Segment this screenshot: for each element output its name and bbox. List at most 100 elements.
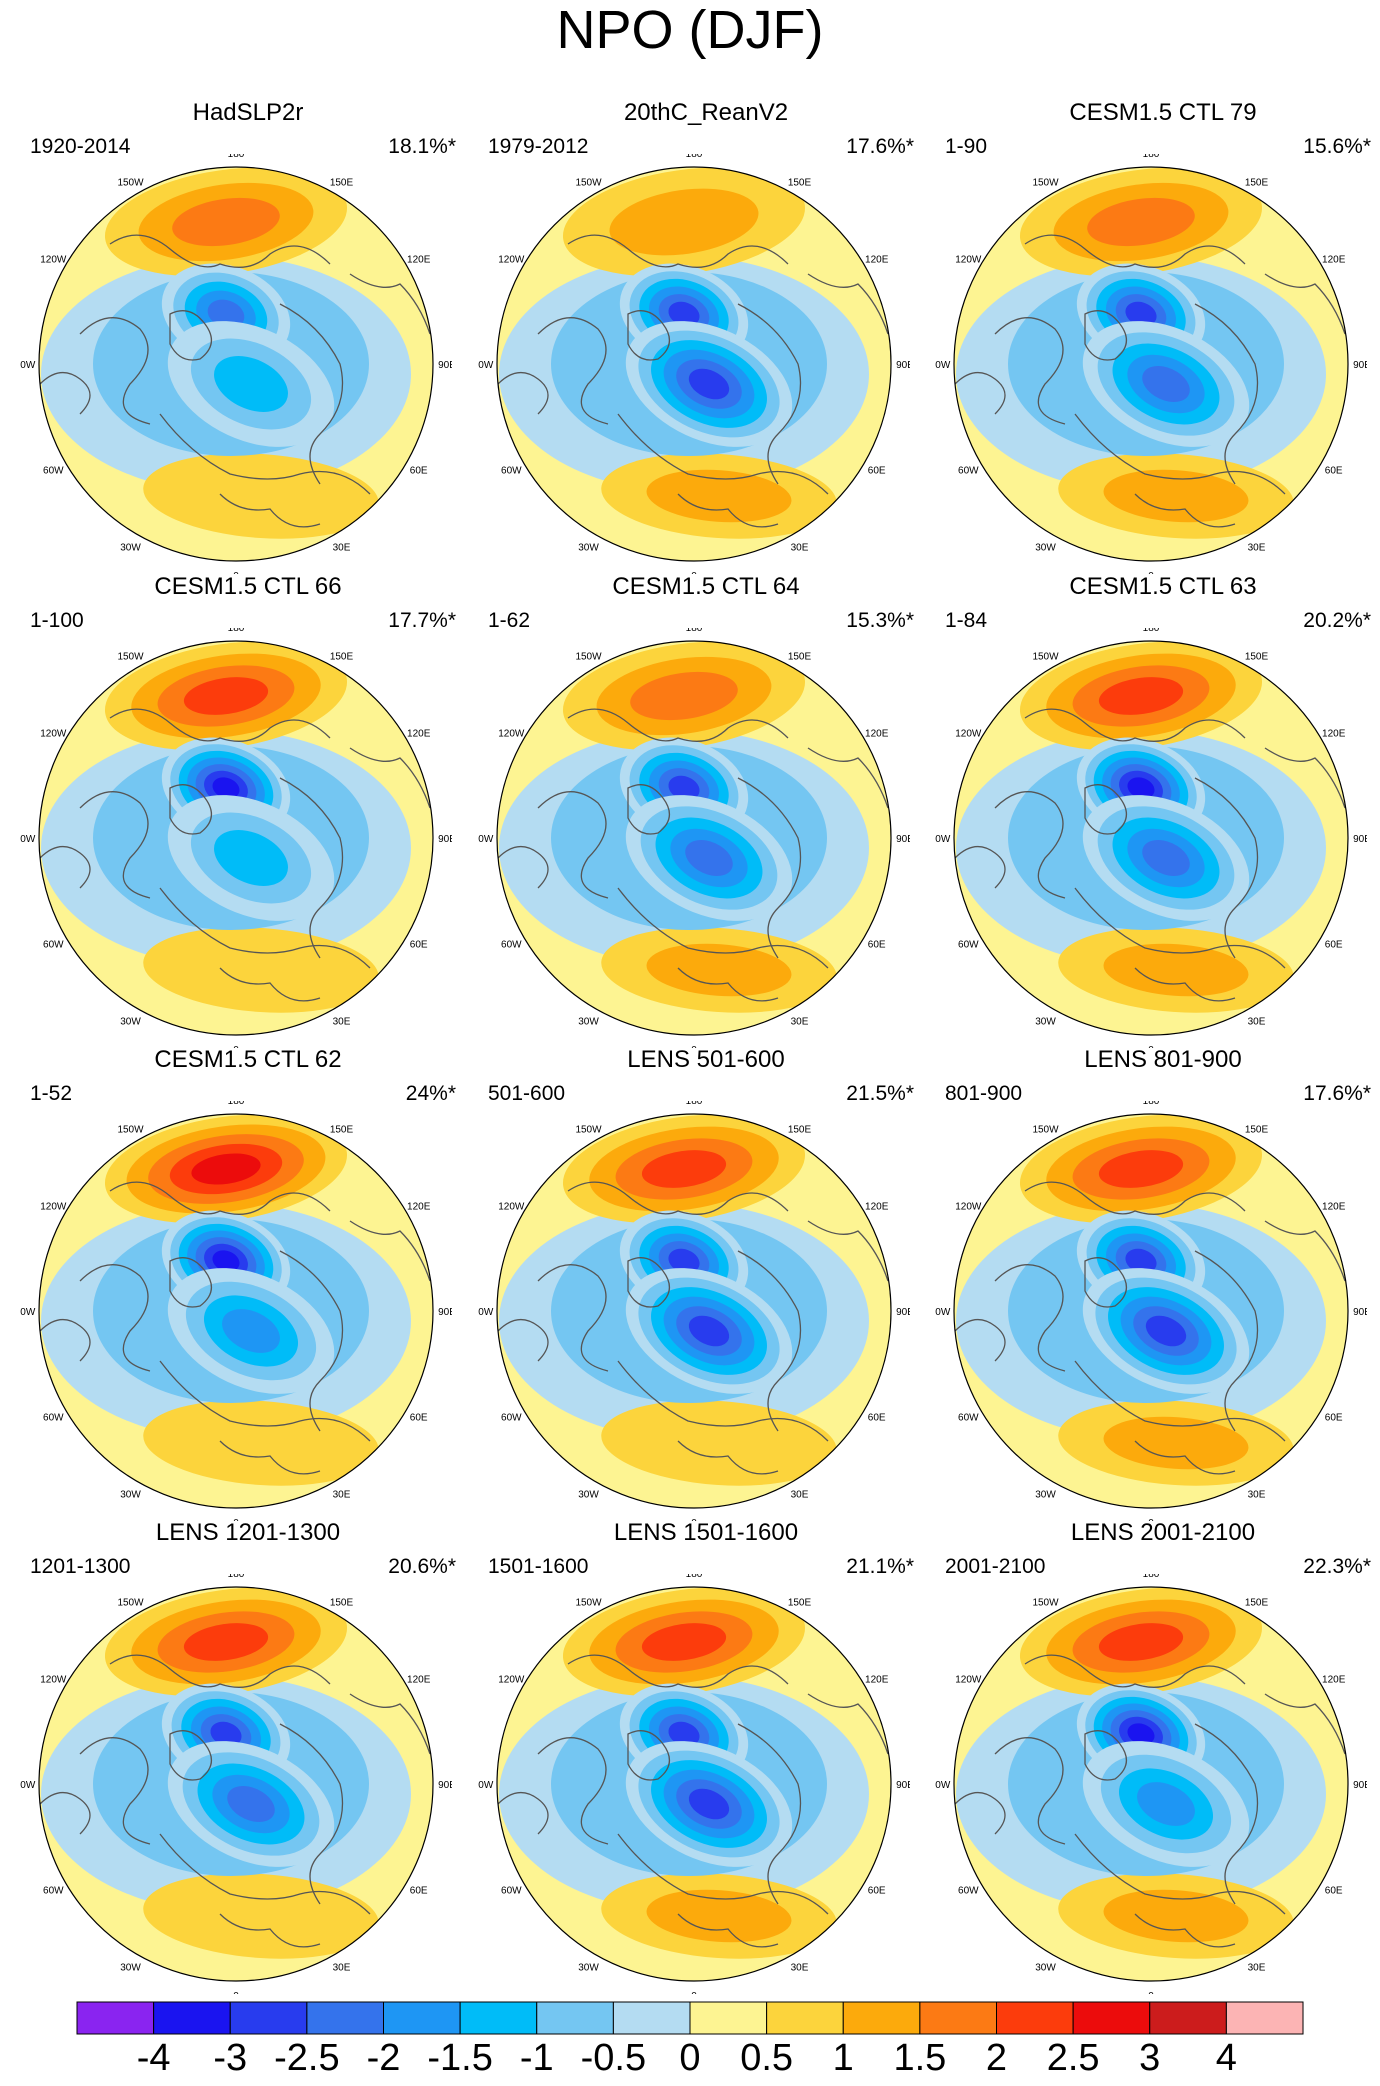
longitude-label: 150W [1032,177,1059,188]
panel-period: 2001-2100 [945,1555,1046,1578]
longitude-label: 90E [896,834,910,845]
longitude-label: 180 [686,628,703,634]
longitude-label: 0 [233,571,239,574]
longitude-label: 30W [120,1490,141,1501]
longitude-label: 180 [228,1101,245,1107]
longitude-label: 120E [407,1202,431,1213]
longitude-label: 180 [686,1101,703,1107]
figure-title: NPO (DJF) [556,0,824,60]
longitude-label: 90W [20,834,36,845]
panel-title: CESM1.5 CTL 63 [1069,573,1257,600]
colorbar-swatch [1072,2001,1151,2035]
longitude-label: 0 [1148,1045,1154,1048]
panel-title: CESM1.5 CTL 62 [154,1046,342,1073]
coastlines [497,1181,889,1475]
longitude-label: 60W [501,940,522,951]
longitude-label: 120E [407,1675,431,1686]
longitude-label: 90E [1353,360,1367,371]
map-panel: 20thC_ReanV2 1979-2012 17.6%* 180 150E 120E 90… [478,98,934,574]
longitude-label: 30W [120,543,141,554]
longitude-label: 180 [1143,1101,1160,1107]
longitude-label: 60E [1325,940,1343,951]
longitude-label: 30W [578,1017,599,1028]
colorbar [76,2001,1304,2035]
panel-period: 1-84 [945,609,988,632]
longitude-label: 90E [1353,1780,1367,1791]
longitude-label: 30W [578,543,599,554]
longitude-label: 90E [896,1780,910,1791]
panel-title: 20thC_ReanV2 [623,99,789,126]
panel-variance-percent: 17.7%* [388,609,456,632]
polar-map: 180 150E 120E 90E 60E 30E 0 30W 60W 90W 120W 150W [935,1101,1367,1521]
longitude-label: 30W [578,1490,599,1501]
contour-field [497,1587,891,1981]
longitude-label: 0 [233,1991,239,1994]
longitude-label: 0 [233,1518,239,1521]
contour-field [954,167,1348,561]
longitude-label: 30E [333,1490,351,1501]
longitude-label: 0 [233,1045,239,1048]
colorbar-swatch [689,2001,768,2035]
longitude-label: 30W [1035,1017,1056,1028]
longitude-label: 90W [20,1780,36,1791]
longitude-label: 150W [1032,1597,1059,1608]
panel-title: CESM1.5 CTL 66 [154,573,342,600]
colorbar-swatch [459,2001,538,2035]
contour-field [39,1587,433,1981]
longitude-label: 30W [1035,1963,1056,1974]
panel-title: LENS 501-600 [627,1046,785,1073]
panel-title: HadSLP2r [192,99,304,126]
coastlines [954,234,1346,528]
longitude-label: 60E [410,466,428,477]
colorbar-tick-label: -1 [519,2037,554,2079]
panel-period: 1-100 [30,609,84,632]
colorbar-tick-label: 1.5 [893,2037,947,2079]
panel-title: LENS 1201-1300 [155,1519,341,1546]
contour-field [497,167,891,561]
map-panel: LENS 2001-2100 2001-2100 22.3%* 180 150E 120E… [935,1518,1380,1994]
coastlines [954,1181,1346,1475]
panel-variance-percent: 20.6%* [388,1555,456,1578]
longitude-label: 60E [1325,1886,1343,1897]
longitude-label: 60W [43,940,64,951]
longitude-label: 150W [1032,651,1059,662]
polar-map: 180 150E 120E 90E 60E 30E 0 30W 60W 90W 120W 150W [478,154,910,574]
longitude-label: 120W [40,729,67,740]
colorbar-swatch [153,2001,231,2035]
longitude-label: 30E [333,1963,351,1974]
longitude-label: 0 [691,1991,697,1994]
panel-period: 1201-1300 [30,1555,131,1578]
coastlines [954,1654,1346,1948]
colorbar-tick-label: -4 [136,2037,171,2079]
longitude-label: 150W [575,1597,602,1608]
map-panel: LENS 801-900 801-900 17.6%* 180 150E 120E 90E 6… [935,1045,1380,1521]
longitude-label: 90W [478,360,494,371]
map-panel: CESM1.5 CTL 63 1-84 20.2%* 180 150E 120E 90E 60… [935,572,1380,1048]
colorbar-swatch [383,2001,461,2035]
longitude-label: 60E [868,940,886,951]
panel-variance-percent: 21.5%* [846,1082,914,1105]
longitude-label: 120E [1322,1675,1346,1686]
longitude-label: 150E [330,1124,354,1135]
longitude-label: 120W [40,1202,67,1213]
colorbar-tick-label: -0.5 [580,2037,647,2079]
map-panel: LENS 1501-1600 1501-1600 21.1%* 180 150E 120E… [478,1518,934,1994]
longitude-label: 120E [407,729,431,740]
colorbar-tick-label: 0 [679,2037,701,2079]
longitude-label: 150E [788,1597,812,1608]
longitude-label: 180 [686,1574,703,1580]
longitude-label: 150W [117,1597,144,1608]
contour-field [39,1114,433,1508]
longitude-label: 60W [958,1413,979,1424]
longitude-label: 30E [1248,1963,1266,1974]
coastlines [497,234,889,528]
longitude-label: 150E [330,177,354,188]
longitude-label: 120W [955,1675,982,1686]
longitude-label: 60W [43,1886,64,1897]
colorbar-swatch [996,2001,1074,2035]
longitude-label: 150E [788,177,812,188]
longitude-label: 120W [498,1675,525,1686]
panel-period: 1-90 [945,135,988,158]
panel-variance-percent: 24%* [405,1082,456,1105]
longitude-label: 60W [43,466,64,477]
